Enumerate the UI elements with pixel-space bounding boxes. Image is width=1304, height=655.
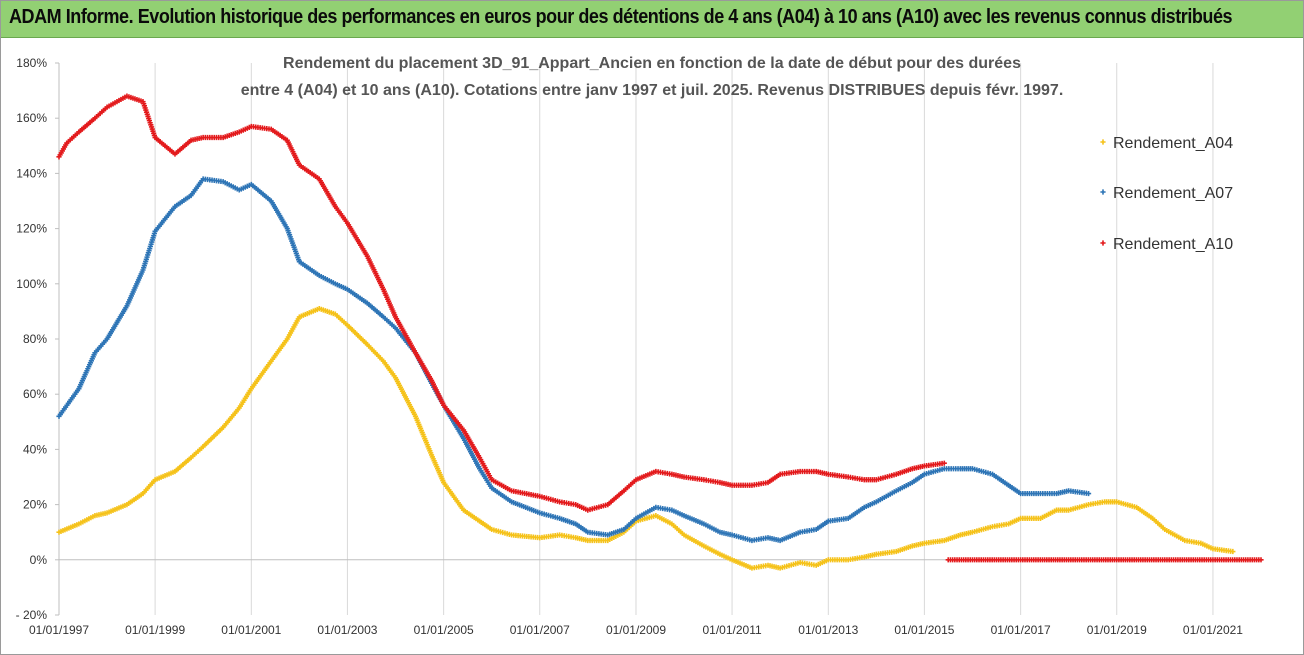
data-point xyxy=(941,460,947,466)
chart-title-line-2: entre 4 (A04) et 10 ans (A10). Cotations… xyxy=(241,82,1064,99)
y-tick-label: 100% xyxy=(16,277,47,291)
series-Rendement_A07 xyxy=(56,176,1092,544)
x-tick-label: 01/01/2017 xyxy=(991,623,1051,637)
x-tick-label: 01/01/2019 xyxy=(1087,623,1147,637)
x-tick-label: 01/01/2009 xyxy=(606,623,666,637)
y-tick-label: 80% xyxy=(23,332,47,346)
legend-label-Rendement_A07: Rendement_A07 xyxy=(1113,185,1233,202)
legend-marker-Rendement_A07 xyxy=(1100,189,1106,195)
performance-chart: - 20%0%20%40%60%80%100%120%140%160%180% … xyxy=(16,55,1264,637)
axes xyxy=(58,63,1261,615)
legend-marker-Rendement_A10 xyxy=(1100,240,1106,246)
x-tick-label: 01/01/2013 xyxy=(798,623,858,637)
data-point xyxy=(1085,490,1092,497)
series-Rendement_A04 xyxy=(56,306,1236,571)
y-tick-label: 180% xyxy=(16,56,47,70)
y-tick-label: 120% xyxy=(16,222,47,236)
x-tick-label: 01/01/2007 xyxy=(510,623,570,637)
y-tick-label: - 20% xyxy=(16,608,48,622)
x-axis-ticks: 01/01/1997 01/01/1999 01/01/2001 01/01/2003… xyxy=(29,623,1243,637)
y-tick-label: 40% xyxy=(23,442,47,456)
legend-marker-Rendement_A04 xyxy=(1100,139,1106,145)
x-tick-label: 01/01/2003 xyxy=(317,623,377,637)
legend-label-Rendement_A04: Rendement_A04 xyxy=(1113,135,1233,152)
series-layer xyxy=(56,93,1264,571)
y-tick-label: 60% xyxy=(23,387,47,401)
y-axis-ticks: - 20% 0% 20% 40% 60% 80% 100% 120% 140% 160% 180% xyxy=(16,56,59,622)
x-tick-label: 01/01/2021 xyxy=(1183,623,1243,637)
y-tick-label: 20% xyxy=(23,498,47,512)
x-tick-label: 01/01/2015 xyxy=(894,623,954,637)
y-tick-label: 160% xyxy=(16,111,47,125)
x-tick-label: 01/01/1999 xyxy=(125,623,185,637)
legend: Rendement_A04 Rendement_A07 Rendement_A10 xyxy=(1100,135,1233,253)
x-tick-label: 01/01/2005 xyxy=(414,623,474,637)
y-tick-label: 0% xyxy=(30,553,48,567)
y-tick-label: 140% xyxy=(16,166,47,180)
x-tick-label: 01/01/2001 xyxy=(221,623,281,637)
chart-title-line-1: Rendement du placement 3D_91_Appart_Anci… xyxy=(283,55,1021,72)
legend-label-Rendement_A10: Rendement_A10 xyxy=(1113,236,1233,253)
x-tick-label: 01/01/1997 xyxy=(29,623,89,637)
report-title: ADAM Informe. Evolution historique des p… xyxy=(9,6,1233,28)
grid-lines xyxy=(58,63,1214,615)
data-point xyxy=(1230,548,1236,555)
report-banner: ADAM Informe. Evolution historique des p… xyxy=(1,1,1303,38)
x-tick-label: 01/01/2011 xyxy=(702,623,761,637)
series-Rendement_A10 xyxy=(56,93,1264,563)
data-point xyxy=(1258,557,1264,563)
